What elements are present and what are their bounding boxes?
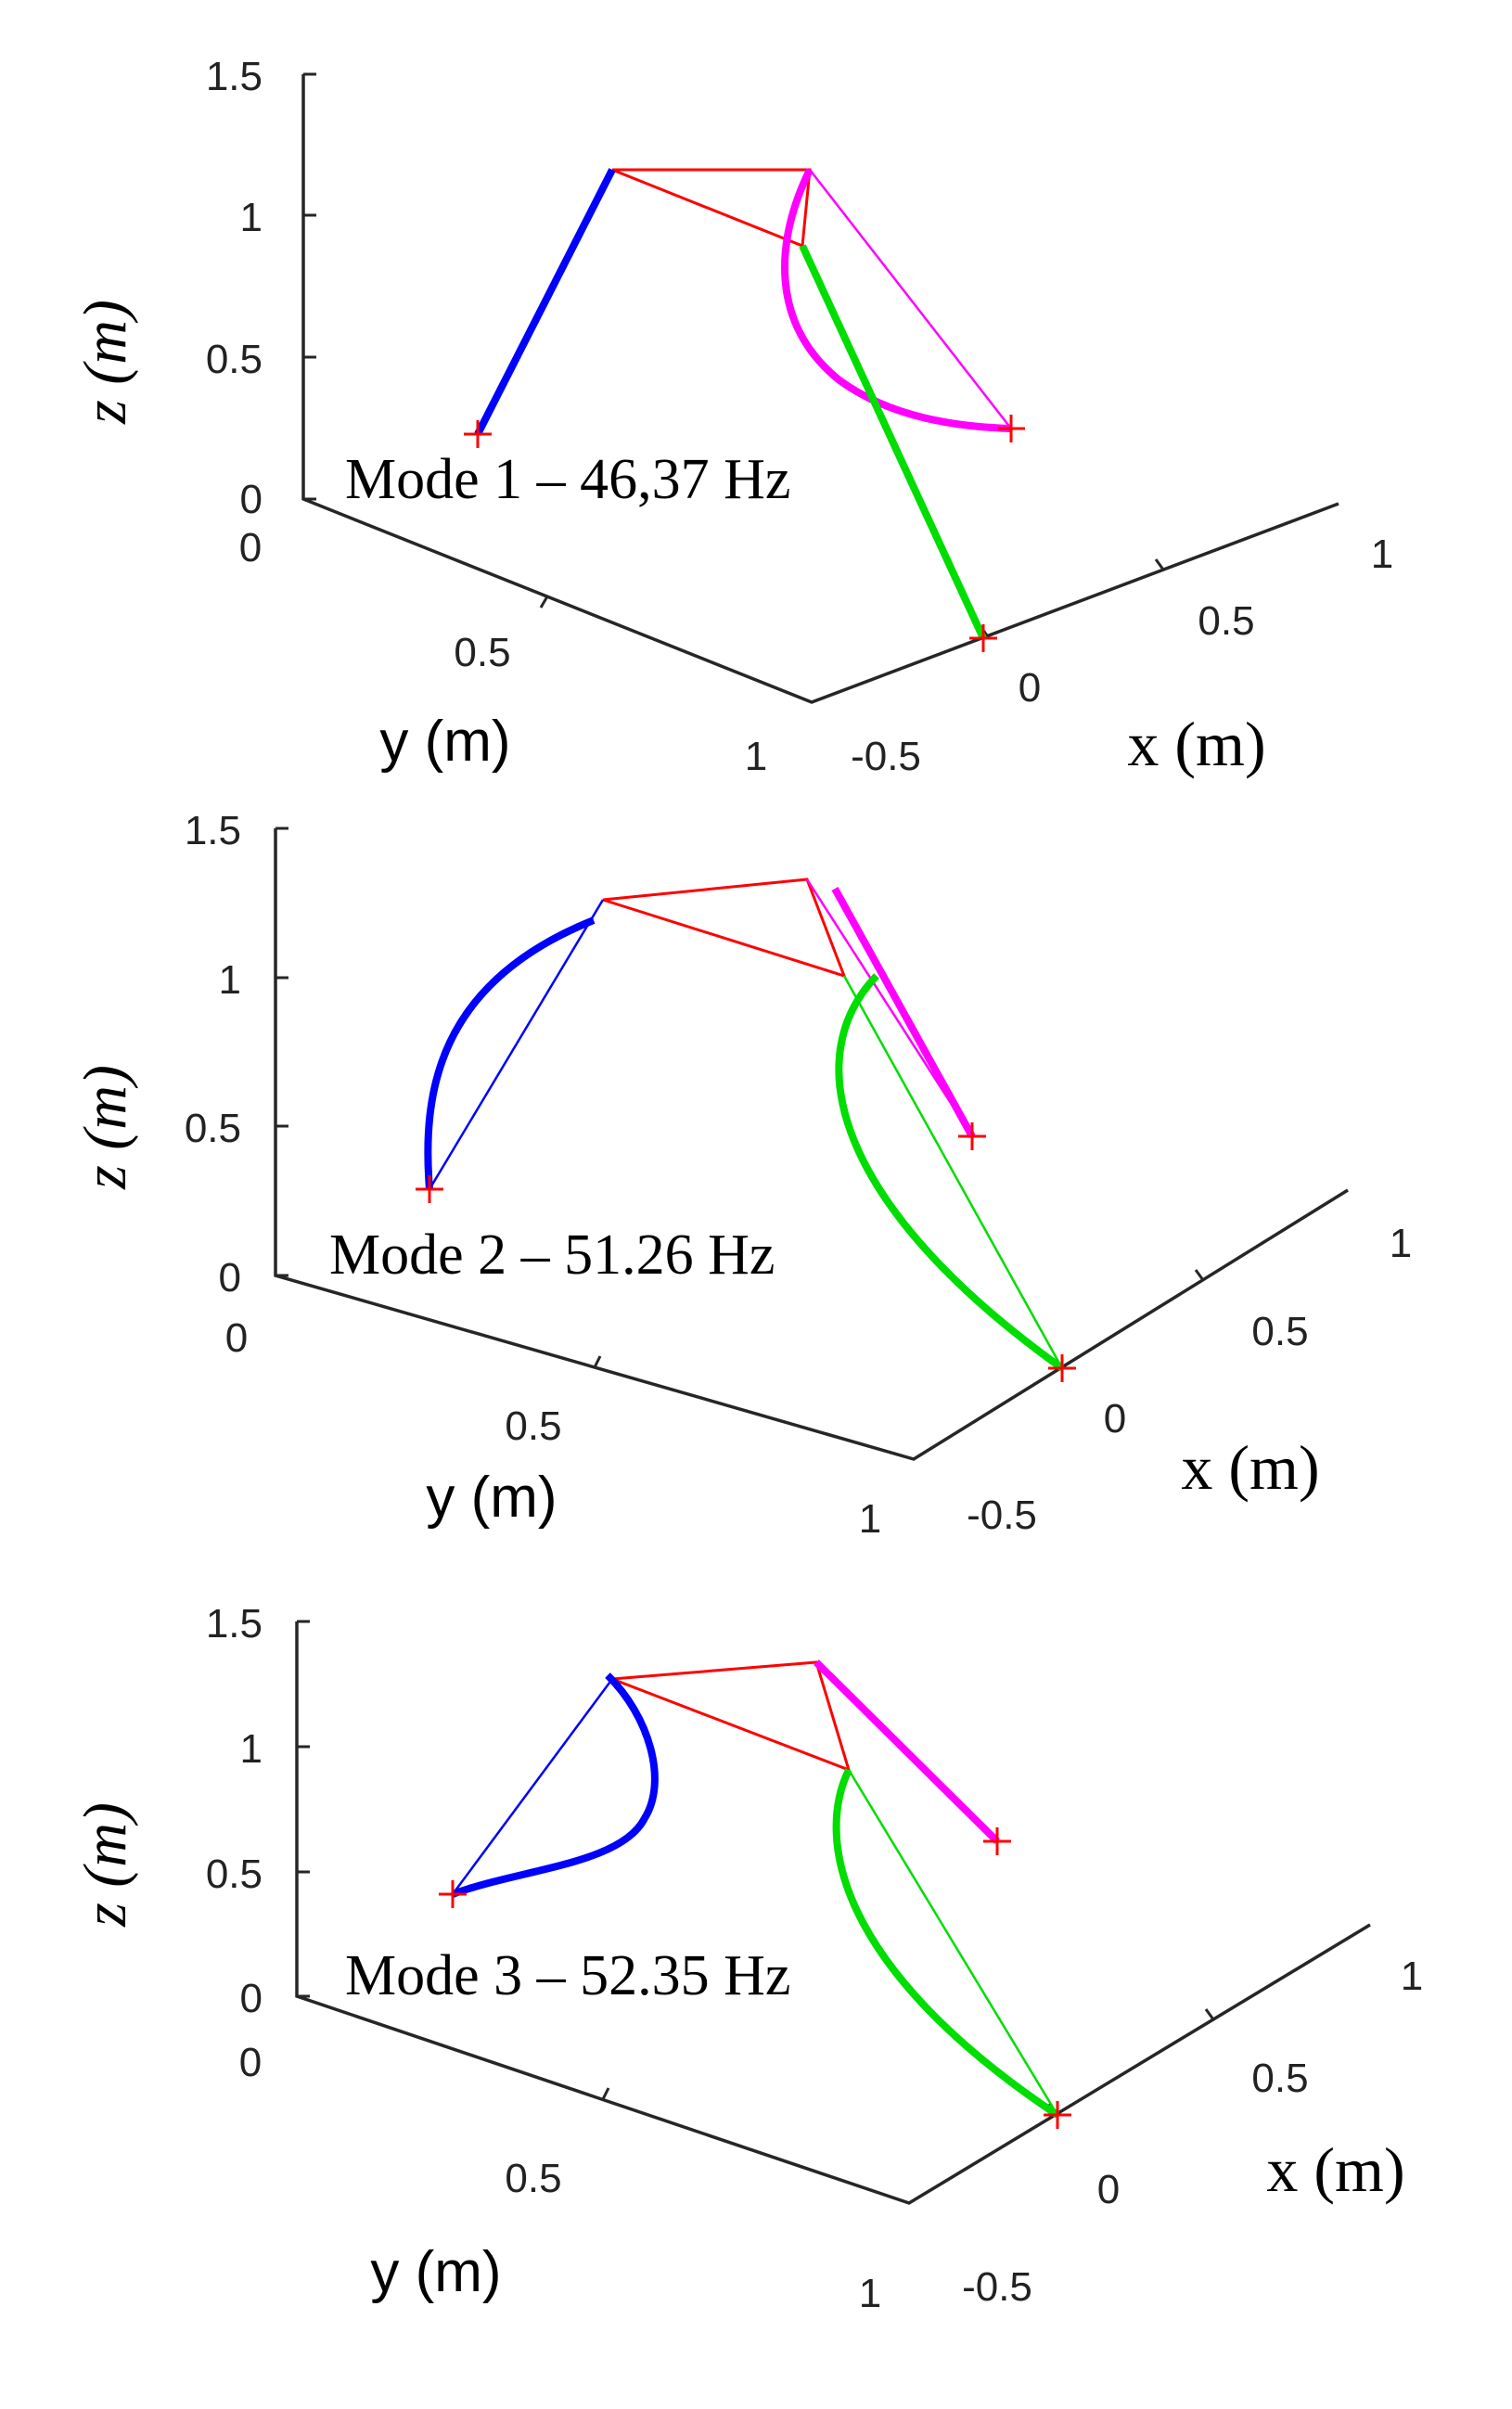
y-tick-label: 0.5 xyxy=(505,2156,561,2201)
axes-frame xyxy=(274,828,1349,1461)
z-axis-label: z (m) xyxy=(71,1065,139,1190)
z-tick-label: 0 xyxy=(219,1255,241,1301)
z-tick-label: 1.5 xyxy=(206,1601,263,1647)
z-tick-label: 1 xyxy=(240,195,263,240)
x-tick-label: 0.5 xyxy=(1251,2056,1308,2101)
x-axis-label: x (m) xyxy=(1127,709,1265,779)
x-tick-label: 1 xyxy=(1371,532,1393,577)
y-tick-mark xyxy=(593,1355,602,1368)
y-tick-label: 0.5 xyxy=(505,1403,561,1449)
y-axis-label: y (m) xyxy=(379,710,510,774)
x-tick-label: 0 xyxy=(1019,665,1041,711)
axes-frame xyxy=(301,74,1339,704)
leg-magenta-deformed xyxy=(781,168,1012,432)
platform-red xyxy=(611,168,812,249)
x-tick-mark xyxy=(1194,1269,1205,1281)
foot-markers xyxy=(439,1827,1071,2129)
z-tick-label: 0 xyxy=(240,477,263,522)
x-tick-mark xyxy=(1154,558,1165,570)
x-tick-label: 0.5 xyxy=(1198,598,1254,644)
leg-magenta-undeformed xyxy=(809,169,1012,429)
x-tick-label: -0.5 xyxy=(967,1493,1037,1538)
z-tick-label: 1.5 xyxy=(185,808,241,853)
leg-green-deformed xyxy=(832,1768,1060,2119)
panel-mode-3: 1.5 1 0.5 0 0 0.5 1 -0.5 0 0.5 1 z (m) y… xyxy=(71,1601,1423,2316)
leg-blue-undeformed xyxy=(451,1678,614,1895)
leg-magenta-deformed xyxy=(814,1659,1000,1844)
x-tick-label: -0.5 xyxy=(851,734,921,779)
z-tick-label: 0.5 xyxy=(206,1852,263,1897)
z-axis-label: z (m) xyxy=(71,1802,139,1928)
foot-markers xyxy=(416,1122,1076,1382)
y-tick-label: 0 xyxy=(239,525,262,570)
leg-green-deformed xyxy=(799,244,987,640)
panel-mode-1: 1.5 1 0.5 0 0 0.5 1 -0.5 0 0.5 1 z (m) y… xyxy=(71,54,1393,779)
x-tick-label: 0 xyxy=(1104,1396,1126,1442)
z-tick-label: 0.5 xyxy=(206,337,263,382)
y-tick-label: 0 xyxy=(239,2040,262,2085)
y-tick-label: 1 xyxy=(859,2271,881,2316)
z-tick-label: 1 xyxy=(219,957,241,1003)
x-tick-label: 1 xyxy=(1390,1221,1412,1266)
x-tick-label: 0 xyxy=(1097,2167,1120,2212)
mode-title: Mode 2 – 51.26 Hz xyxy=(329,1224,775,1287)
y-tick-label: 1 xyxy=(859,1496,881,1542)
y-tick-label: 1 xyxy=(745,734,767,779)
y-tick-mark xyxy=(601,2087,610,2100)
z-tick-label: 0 xyxy=(240,1976,263,2021)
y-axis-label: y (m) xyxy=(370,2240,501,2304)
z-tick-label: 0.5 xyxy=(185,1106,241,1151)
x-tick-label: -0.5 xyxy=(962,2264,1032,2310)
x-axis-label: x (m) xyxy=(1181,1432,1319,1503)
leg-green-deformed xyxy=(835,973,1065,1372)
panel-mode-2: 1.5 1 0.5 0 0 0.5 1 -0.5 0 0.5 1 z (m) y… xyxy=(71,808,1412,1542)
axes-frame xyxy=(295,1621,1371,2205)
mode-title: Mode 3 – 52.35 Hz xyxy=(345,1944,790,2007)
foot-markers xyxy=(464,415,1025,652)
leg-blue-deformed xyxy=(424,916,596,1190)
leg-blue-undeformed xyxy=(428,899,605,1190)
leg-green-undeformed xyxy=(847,1769,1059,2116)
platform-red xyxy=(611,1660,852,1773)
x-tick-label: 1 xyxy=(1401,1954,1423,1999)
y-tick-mark xyxy=(539,596,549,609)
z-tick-label: 1 xyxy=(240,1726,263,1772)
z-tick-label: 1.5 xyxy=(206,54,263,99)
x-axis-label: x (m) xyxy=(1266,2134,1404,2205)
z-axis-label: z (m) xyxy=(71,300,139,425)
platform-red xyxy=(602,878,847,979)
leg-magenta-deformed xyxy=(831,887,976,1138)
x-tick-mark xyxy=(1204,2008,1215,2020)
leg-blue-deformed xyxy=(451,1672,659,1898)
y-tick-label: 0.5 xyxy=(454,630,510,675)
leg-blue-deformed xyxy=(474,168,616,436)
x-tick-label: 0.5 xyxy=(1251,1309,1308,1354)
y-axis-label: y (m) xyxy=(426,1466,557,1530)
mode-title: Mode 1 – 46,37 Hz xyxy=(345,448,790,511)
leg-green-undeformed xyxy=(842,975,1064,1369)
y-tick-label: 0 xyxy=(225,1315,248,1361)
